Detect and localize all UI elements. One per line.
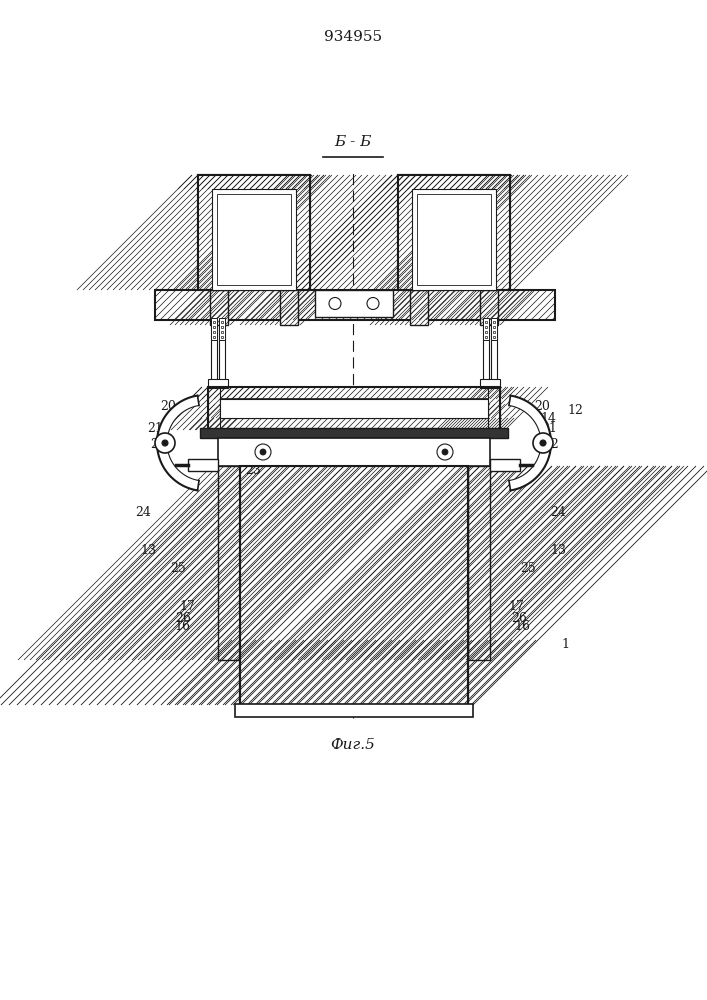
Bar [398, 175, 412, 290]
Circle shape [367, 298, 379, 310]
Bar [296, 175, 310, 290]
Bar [208, 387, 220, 430]
Bar [220, 399, 488, 418]
Bar [398, 175, 510, 290]
Circle shape [540, 440, 546, 446]
Text: 24: 24 [550, 506, 566, 518]
Bar [398, 175, 510, 290]
Polygon shape [509, 396, 551, 490]
Bar [210, 290, 228, 325]
Text: 20: 20 [160, 399, 176, 412]
Text: 17: 17 [179, 600, 195, 613]
Bar [208, 387, 500, 430]
Text: 20: 20 [534, 399, 550, 412]
Bar [491, 320, 497, 380]
Bar [417, 194, 491, 285]
Bar [198, 175, 310, 189]
Bar [218, 466, 240, 660]
Text: 25: 25 [170, 562, 186, 574]
Polygon shape [155, 290, 555, 320]
Circle shape [155, 433, 175, 453]
Text: Фиг.5: Фиг.5 [331, 738, 375, 752]
Text: Б - Б: Б - Б [334, 135, 372, 149]
Bar [412, 189, 496, 290]
Bar [496, 175, 510, 290]
Bar [218, 438, 490, 466]
Bar [208, 387, 500, 399]
Bar [219, 320, 225, 380]
Bar [208, 379, 228, 388]
Text: 22: 22 [150, 438, 166, 452]
Circle shape [437, 444, 453, 460]
Text: 934955: 934955 [324, 30, 382, 44]
Bar [280, 290, 298, 325]
Text: 21: 21 [147, 422, 163, 434]
Bar [208, 418, 500, 430]
Bar [212, 189, 296, 290]
Bar [315, 290, 393, 317]
Bar [198, 175, 310, 290]
Text: 24: 24 [135, 506, 151, 518]
Bar [198, 175, 310, 290]
Text: 25: 25 [520, 562, 536, 574]
Bar [240, 640, 468, 705]
Bar [240, 640, 468, 660]
Circle shape [255, 444, 271, 460]
Text: 22: 22 [543, 438, 559, 452]
Bar [483, 320, 489, 380]
Circle shape [442, 449, 448, 455]
Polygon shape [157, 396, 199, 490]
Text: 14: 14 [540, 412, 556, 424]
Text: 13: 13 [550, 544, 566, 556]
Bar [220, 404, 488, 418]
Bar [488, 387, 500, 430]
Text: 1: 1 [561, 639, 569, 652]
Bar [198, 175, 212, 290]
Bar [398, 175, 510, 189]
Circle shape [329, 298, 341, 310]
Bar [240, 466, 468, 705]
Text: 26: 26 [175, 611, 191, 624]
Bar [235, 704, 473, 717]
Text: 13: 13 [140, 544, 156, 556]
Text: 12: 12 [567, 403, 583, 416]
Bar [219, 318, 225, 340]
Bar [410, 290, 428, 325]
Bar [468, 466, 490, 660]
Bar [491, 318, 497, 340]
Bar [483, 318, 489, 340]
Circle shape [162, 440, 168, 446]
Bar [211, 320, 217, 380]
Bar [490, 459, 520, 471]
Circle shape [260, 449, 266, 455]
Bar [200, 428, 508, 438]
Text: 16: 16 [514, 620, 530, 634]
Circle shape [533, 433, 553, 453]
Bar [217, 194, 291, 285]
Text: 16: 16 [174, 620, 190, 634]
Bar [211, 318, 217, 340]
Bar [188, 459, 218, 471]
Bar [480, 379, 500, 388]
Text: 17: 17 [508, 600, 524, 613]
Bar [240, 466, 468, 705]
Text: 23: 23 [245, 464, 261, 478]
Bar [480, 290, 498, 325]
Text: 21: 21 [541, 422, 557, 434]
Text: 26: 26 [511, 611, 527, 624]
